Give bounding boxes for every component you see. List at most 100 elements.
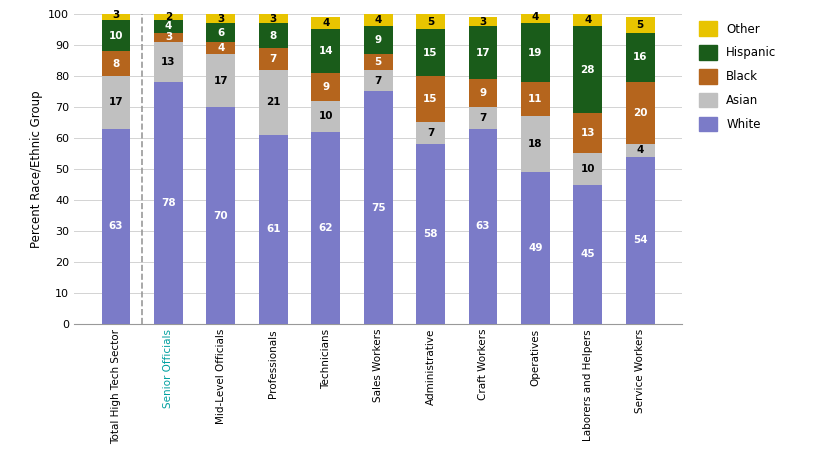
Bar [521,82,550,116]
Text: 7: 7 [270,54,277,64]
Text: 9: 9 [375,35,381,45]
Text: 63: 63 [109,221,123,232]
Bar [259,23,288,48]
Bar [259,70,288,135]
Bar [521,172,550,324]
Bar [521,11,550,23]
Text: 5: 5 [375,57,381,67]
Bar [102,11,131,20]
Text: 3: 3 [479,17,487,27]
Bar [416,76,445,122]
Bar [102,51,131,76]
Bar [626,32,654,82]
Bar [416,14,445,29]
Bar [312,17,340,29]
Bar [259,48,288,70]
Bar [469,26,497,79]
Text: 19: 19 [529,48,543,58]
Bar [312,29,340,73]
Bar [154,20,182,32]
Text: 8: 8 [270,31,277,41]
Bar [363,70,393,91]
Bar [206,23,235,42]
Text: 20: 20 [633,108,648,118]
Text: 45: 45 [580,249,595,259]
Bar [363,91,393,324]
Bar [416,122,445,144]
Bar [626,82,654,144]
Bar [154,32,182,42]
Text: 13: 13 [580,128,595,138]
Text: 8: 8 [113,58,120,69]
Text: 17: 17 [214,75,229,86]
Bar [363,14,393,26]
Bar [259,135,288,324]
Text: 3: 3 [270,13,277,24]
Text: 21: 21 [266,97,280,107]
Bar [626,156,654,324]
Bar [469,107,497,129]
Text: 17: 17 [476,48,490,58]
Text: 6: 6 [217,27,224,38]
Bar [521,23,550,82]
Bar [312,101,340,132]
Text: 11: 11 [528,94,543,104]
Text: 54: 54 [633,235,648,245]
Bar [416,29,445,76]
Bar [312,73,340,101]
Text: 14: 14 [318,46,333,56]
Bar [626,17,654,32]
Text: 2: 2 [165,12,172,22]
Text: 10: 10 [318,111,333,121]
Text: 18: 18 [528,139,543,149]
Legend: Other, Hispanic, Black, Asian, White: Other, Hispanic, Black, Asian, White [695,17,781,136]
Bar [574,26,603,113]
Bar [469,79,497,107]
Text: 13: 13 [161,57,176,67]
Text: 3: 3 [217,13,224,24]
Bar [102,20,131,51]
Text: 58: 58 [423,229,438,239]
Text: 7: 7 [375,75,381,86]
Text: 16: 16 [633,52,648,63]
Text: 7: 7 [427,128,434,138]
Bar [574,113,603,153]
Bar [521,116,550,172]
Text: 7: 7 [479,113,487,123]
Bar [102,129,131,324]
Bar [206,42,235,54]
Text: 3: 3 [113,11,120,20]
Bar [574,153,603,184]
Text: 17: 17 [109,97,123,107]
Text: 70: 70 [214,211,229,220]
Text: 4: 4 [636,145,644,156]
Bar [363,54,393,70]
Bar [102,76,131,129]
Text: 9: 9 [322,82,330,92]
Text: 75: 75 [371,203,386,213]
Bar [154,42,182,82]
Bar [206,14,235,23]
Text: 49: 49 [528,243,543,253]
Text: 78: 78 [161,198,176,208]
Text: 4: 4 [217,43,224,53]
Bar [206,107,235,324]
Bar [154,82,182,324]
Text: 9: 9 [479,88,487,98]
Y-axis label: Percent Race/Ethnic Group: Percent Race/Ethnic Group [30,90,43,248]
Text: 10: 10 [109,31,123,41]
Bar [416,144,445,324]
Text: 62: 62 [318,223,333,233]
Text: 61: 61 [266,225,280,234]
Text: 28: 28 [580,65,595,75]
Text: 5: 5 [427,17,434,27]
Text: 4: 4 [532,12,539,22]
Text: 4: 4 [584,15,592,25]
Text: 15: 15 [423,94,438,104]
Bar [363,26,393,54]
Bar [626,144,654,156]
Text: 5: 5 [636,20,644,30]
Text: 15: 15 [423,48,438,58]
Bar [206,54,235,107]
Bar [469,17,497,26]
